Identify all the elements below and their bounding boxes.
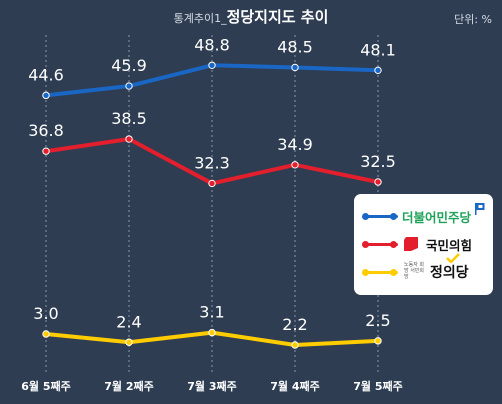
data-label-justice-3: 2.2 xyxy=(282,315,307,334)
data-point-ppp-1 xyxy=(125,135,133,143)
legend-line-justice xyxy=(364,271,398,274)
data-label-justice-2: 3.1 xyxy=(199,303,224,322)
data-label-ppp-4: 32.5 xyxy=(360,152,396,171)
legend-label-minjoo: 더불어민주당 xyxy=(402,210,472,225)
legend: 더불어민주당 국민의힘 노동자 희망 서민희망 정의당 xyxy=(354,194,493,295)
data-label-justice-4: 2.5 xyxy=(365,311,390,330)
data-label-minjoo-2: 48.8 xyxy=(194,35,230,54)
data-label-minjoo-4: 48.1 xyxy=(360,40,396,59)
data-labels: 44.6 45.9 48.8 48.5 48.1 36.8 38.5 32.3 34.9 32.5… xyxy=(28,35,396,334)
data-label-ppp-1: 38.5 xyxy=(111,109,147,128)
data-point-justice-0 xyxy=(42,330,50,338)
data-point-minjoo-4 xyxy=(374,66,382,75)
legend-label-justice: 정의당 xyxy=(430,265,469,281)
data-point-ppp-4 xyxy=(374,178,382,186)
x-tick-label-2: 7월 3째주 xyxy=(187,379,237,393)
legend-dot-minjoo xyxy=(362,213,369,220)
legend-label-ppp: 국민의힘 xyxy=(426,238,473,253)
legend-item-ppp: 국민의힘 xyxy=(354,234,493,254)
legend-item-minjoo: 더불어민주당 xyxy=(354,203,493,226)
unit-label: 단위: % xyxy=(454,13,492,26)
data-point-ppp-2 xyxy=(208,179,216,188)
data-point-justice-2 xyxy=(208,328,216,337)
data-label-ppp-2: 32.3 xyxy=(194,153,230,172)
legend-dot-justice xyxy=(362,269,369,276)
data-point-minjoo-0 xyxy=(42,91,50,100)
x-tick-label-3: 7월 4째주 xyxy=(270,379,320,393)
x-tick-label-0: 6월 5째주 xyxy=(21,379,71,393)
data-label-minjoo-1: 45.9 xyxy=(111,56,147,75)
data-point-justice-3 xyxy=(291,341,299,349)
ppp-logo-icon xyxy=(404,237,418,251)
legend-dot-ppp-end xyxy=(390,241,397,248)
data-point-ppp-0 xyxy=(42,147,50,155)
data-point-minjoo-1 xyxy=(125,82,133,90)
legend-line-ppp xyxy=(364,243,398,246)
legend-line-minjoo xyxy=(364,215,398,218)
legend-dot-justice-end xyxy=(390,269,397,276)
data-label-justice-0: 3.0 xyxy=(33,304,58,323)
x-tick-labels: 6월 5째주 7월 2째주 7월 3째주 7월 4째주 7월 5째주 xyxy=(21,379,403,393)
data-label-ppp-3: 34.9 xyxy=(277,135,313,154)
data-point-justice-4 xyxy=(374,337,382,345)
legend-dot-ppp xyxy=(362,241,369,248)
minjoo-flag-icon xyxy=(475,203,485,215)
x-tick-label-4: 7월 5째주 xyxy=(353,379,403,393)
data-point-minjoo-2 xyxy=(208,61,216,69)
legend-dot-minjoo-end xyxy=(390,213,397,220)
data-label-minjoo-0: 44.6 xyxy=(28,65,64,84)
data-point-justice-1 xyxy=(125,338,133,346)
data-label-ppp-0: 36.8 xyxy=(28,121,64,140)
legend-item-justice: 노동자 희망 서민희망 정의당 xyxy=(354,253,493,282)
x-tick-label-1: 7월 2째주 xyxy=(104,379,154,393)
series-layer xyxy=(42,61,382,349)
legend-sub-justice: 노동자 희망 서민희망 xyxy=(404,262,424,280)
data-label-minjoo-3: 48.5 xyxy=(277,37,313,56)
justice-check-icon xyxy=(446,253,460,263)
data-point-minjoo-3 xyxy=(291,63,299,72)
data-label-justice-1: 2.4 xyxy=(116,312,141,331)
grid-lines xyxy=(45,35,379,372)
data-point-ppp-3 xyxy=(291,161,299,169)
